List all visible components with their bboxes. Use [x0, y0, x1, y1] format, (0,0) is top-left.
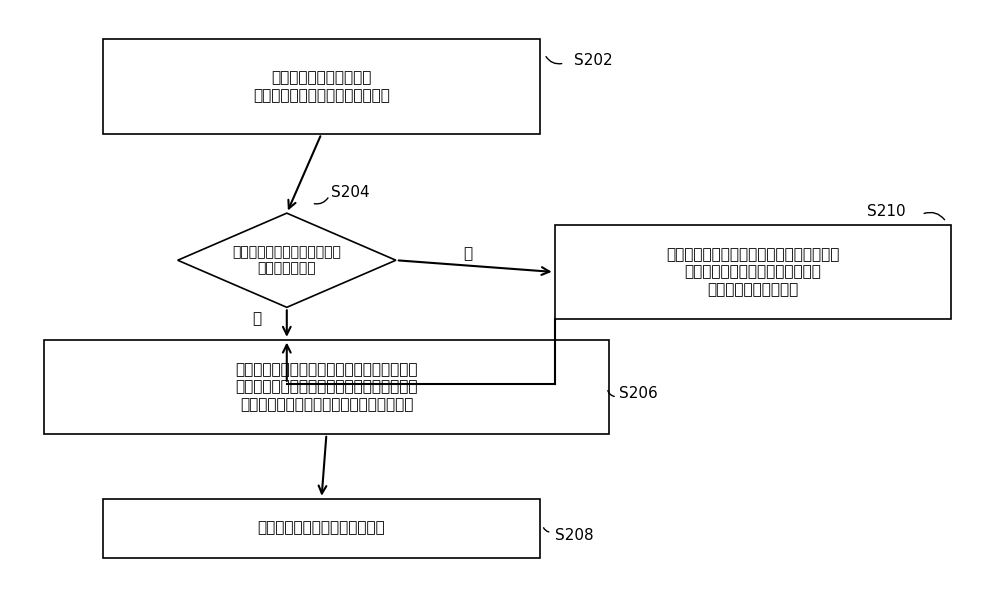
- Text: S210: S210: [867, 204, 906, 219]
- Text: S208: S208: [555, 528, 593, 543]
- Text: 在获取的被放入食材的最佳存储温度低于其所
在储物间室的当前目标温度时，至少根据其最
佳存储温度确定其所在储物间室的目标温度: 在获取的被放入食材的最佳存储温度低于其所 在储物间室的当前目标温度时，至少根据其…: [235, 362, 418, 412]
- Text: S206: S206: [619, 386, 658, 401]
- Text: 在检测到被放入食材后，
获取被放入食材的优先级分配模式: 在检测到被放入食材后， 获取被放入食材的优先级分配模式: [253, 70, 390, 103]
- Text: 驱动制冷系统按照目标温度工作: 驱动制冷系统按照目标温度工作: [258, 521, 385, 536]
- Text: 是: 是: [252, 312, 262, 327]
- FancyBboxPatch shape: [103, 39, 540, 134]
- FancyBboxPatch shape: [555, 225, 951, 319]
- Text: S202: S202: [574, 53, 613, 67]
- FancyBboxPatch shape: [44, 340, 609, 434]
- Text: S204: S204: [331, 185, 370, 200]
- Text: 被放入食材的优先级分配模式
为食材优先模式: 被放入食材的优先级分配模式 为食材优先模式: [232, 245, 341, 275]
- Text: 否: 否: [464, 246, 473, 261]
- Text: 在获取的被放入食材的最佳存储间室的类型
与其所在储物间室的类型相同时，
自动进入食材优先模式: 在获取的被放入食材的最佳存储间室的类型 与其所在储物间室的类型相同时， 自动进入…: [666, 247, 840, 297]
- FancyBboxPatch shape: [103, 498, 540, 558]
- Polygon shape: [178, 213, 396, 307]
